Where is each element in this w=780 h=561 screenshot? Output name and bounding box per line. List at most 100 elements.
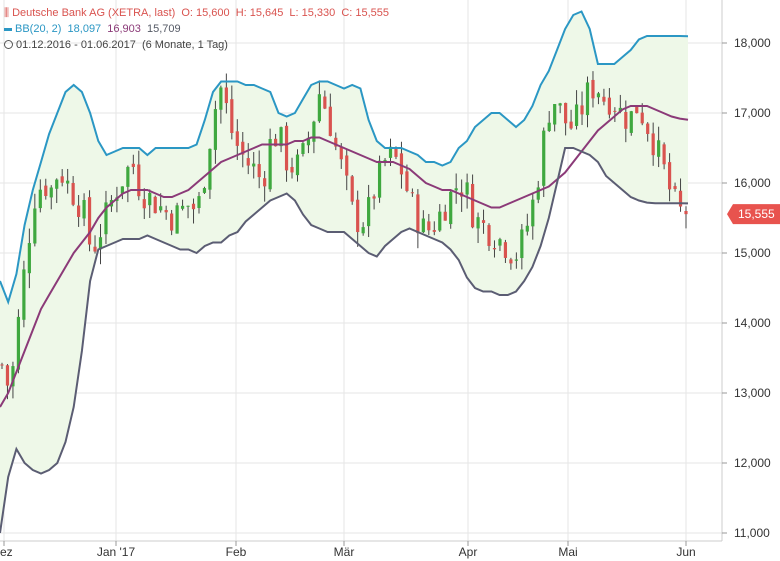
candle-body [159,206,163,211]
candle-body [498,239,502,246]
candle-body [284,125,289,171]
candle [607,88,611,119]
candle [16,309,21,374]
candle-body [224,87,228,104]
candle-body [465,182,469,195]
candle-body [323,96,327,109]
candle-body [416,194,420,234]
candle-body [22,269,26,320]
candle [180,199,185,211]
candle-body [82,200,86,219]
candle [153,195,157,214]
bollinger-upper-band [0,10,689,306]
candle [629,110,633,136]
candle-body [0,364,4,366]
candle [684,206,688,229]
candle-body [77,205,81,217]
candle-body [345,155,349,176]
candle-body [678,190,683,207]
candle [263,171,267,202]
date-range: 01.12.2016 - 01.06.2017 [16,39,136,51]
candle [509,257,513,270]
candle-body [657,140,661,157]
low-value: 15,330 [301,7,336,19]
x-tick-label: Jan '17 [97,545,136,559]
x-tick-label: Apr [459,545,478,559]
candle [334,132,338,151]
candle-body [470,183,475,228]
candle [553,104,557,132]
candle-body [553,104,557,125]
candle [432,221,436,236]
x-tick-label: ez [0,545,13,559]
candle [427,213,431,236]
candle [295,149,300,182]
candle-body [476,217,480,229]
candle [356,190,360,247]
candle [77,195,81,227]
candle [410,188,414,197]
candle [306,131,311,154]
candle [164,205,168,220]
candle-body [388,146,393,158]
date-range-detail: (6 Monate, 1 Tag) [141,39,228,51]
candle-body [213,109,218,150]
candle-body [509,259,513,264]
candle [252,152,256,179]
candle-body [230,99,234,134]
candle [268,128,272,192]
candle-body [33,208,37,244]
candle-body [175,205,179,234]
candle-body [202,188,207,193]
candle [131,154,135,175]
candle [257,150,261,189]
candle-body [503,242,508,258]
candle [27,228,31,289]
candle [66,168,70,194]
candle [350,174,354,205]
candle [137,150,141,201]
candle-body [394,147,398,157]
candle-body [525,225,529,232]
candle [635,106,639,114]
candle [191,198,196,224]
candle [323,90,327,110]
candle-body [591,79,595,99]
candle-body [93,246,97,252]
candle-body [164,210,168,213]
candle [55,178,59,204]
y-tick-label: 11,000 [734,526,770,540]
y-tick-label: 17,000 [734,106,771,120]
candle-body [306,137,311,146]
candle-body [596,93,601,98]
candle-body [71,182,75,205]
candle-body [148,192,152,206]
candle-body [454,188,458,191]
candle-body [481,220,486,223]
high-value: 15,645 [249,7,284,19]
candle-body [268,139,272,190]
x-axis: ez Jan '17 Feb Mär Apr Mai Jun [0,541,696,559]
candle-body [219,87,223,110]
open-value: 15,600 [195,7,230,19]
candle-body [126,166,130,187]
candle-body [170,213,174,231]
candle [574,90,579,130]
candle [596,91,601,105]
candle-body [274,138,278,147]
bollinger-upper-value: 18,097 [67,23,102,35]
candle [558,102,562,114]
candle-body [580,105,584,115]
candle [454,173,458,204]
candle-body [356,199,360,233]
candle-body [629,111,633,133]
candle [525,213,529,236]
candle-body [547,122,551,132]
candle [531,192,535,240]
x-tick-label: Jun [676,545,695,559]
candle [208,148,212,199]
candle-body [27,243,31,274]
candle [22,260,26,328]
candle [202,186,207,194]
